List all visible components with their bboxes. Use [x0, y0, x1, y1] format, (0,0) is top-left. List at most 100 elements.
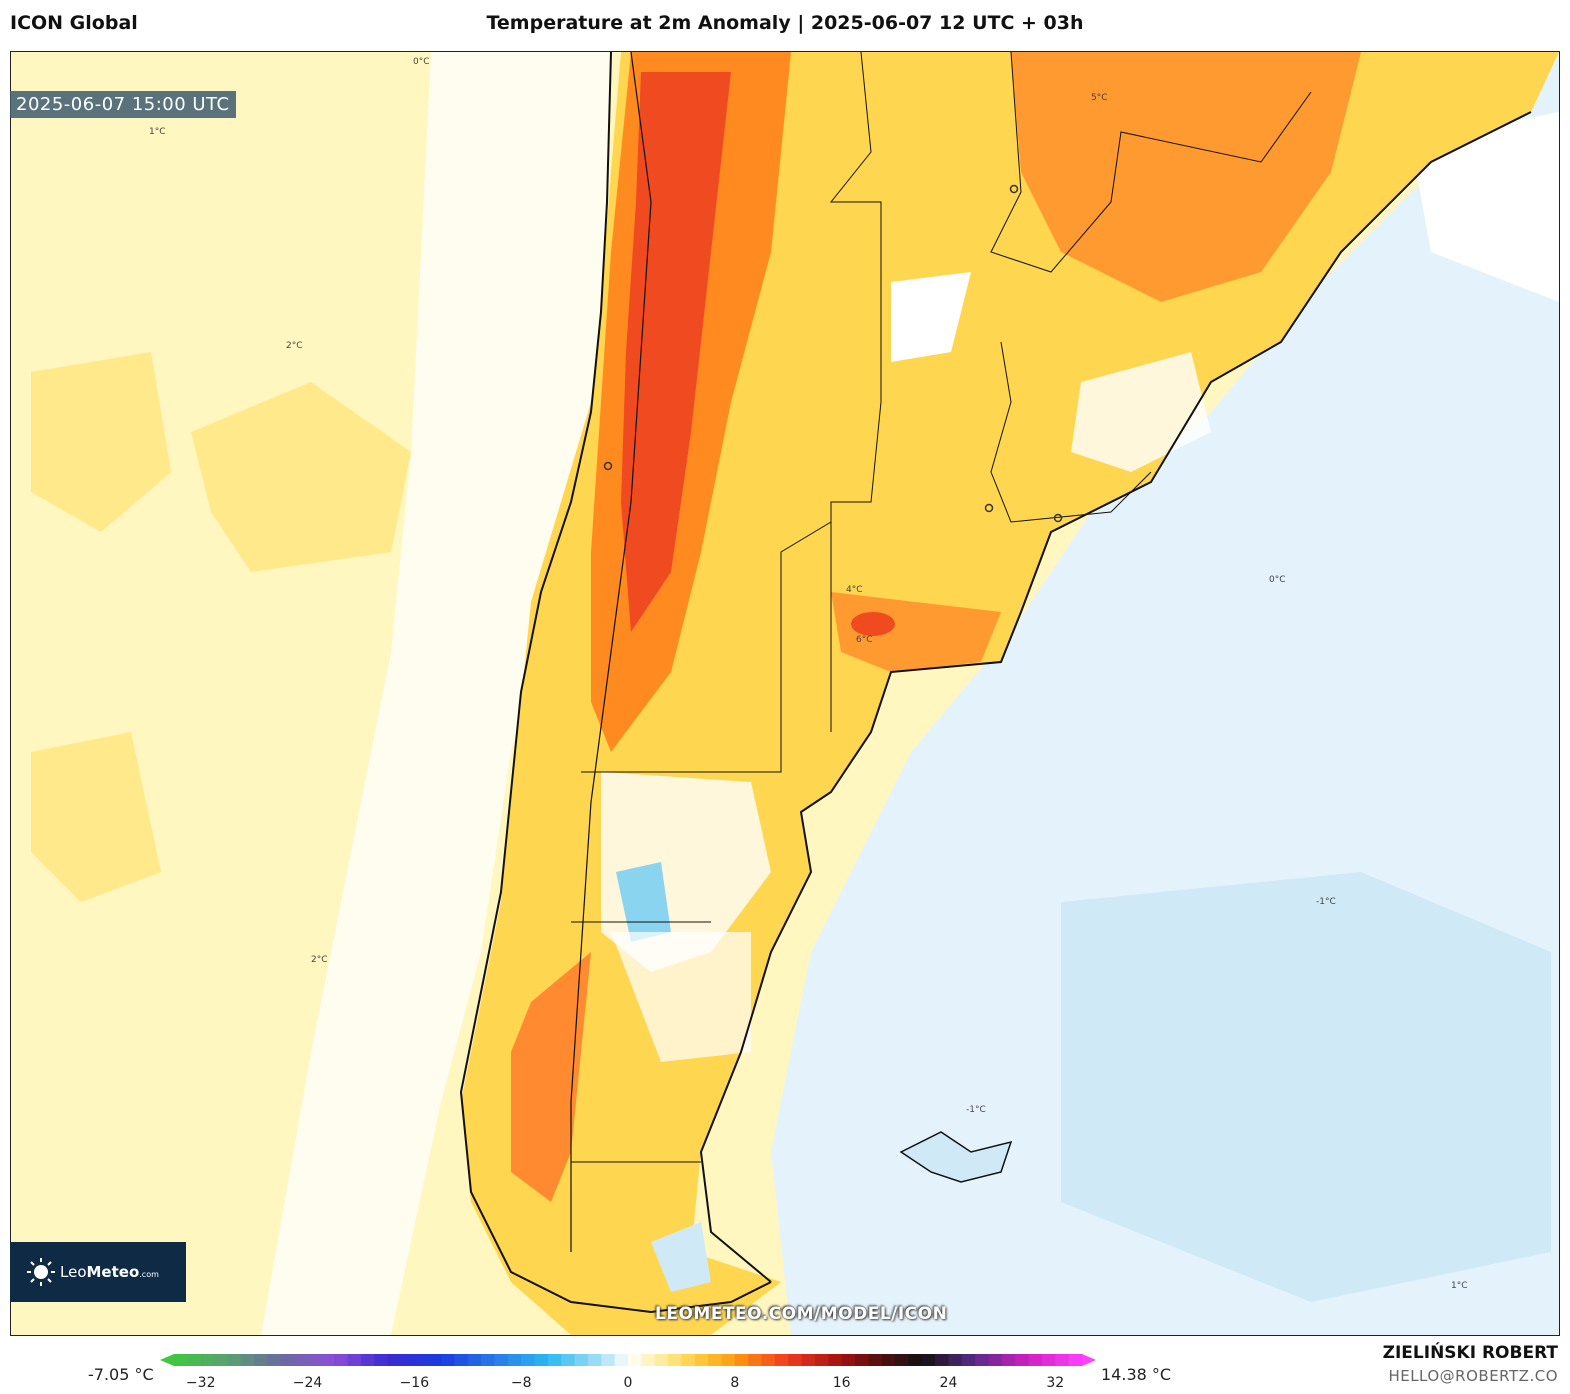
- contour-label: 4°C: [846, 585, 863, 595]
- contour-label: -1°C: [1316, 897, 1336, 907]
- colorbar-cell: [921, 1354, 936, 1366]
- colorbar-cell: [1068, 1354, 1083, 1366]
- colorbar-cell: [454, 1354, 469, 1366]
- andes-hot-core: [621, 72, 731, 632]
- colorbar-max-arrow: [1082, 1354, 1096, 1366]
- chaco-zero-pocket: [891, 272, 971, 362]
- colorbar-cell: [307, 1354, 322, 1366]
- leometeo-logo[interactable]: LeoMeteo.com: [10, 1242, 186, 1302]
- colorbar-cell: [587, 1354, 602, 1366]
- pacific-2c-patch-2: [191, 382, 411, 572]
- uruguay-border: [990, 341, 1152, 523]
- atlantic-cold-core: [1061, 872, 1551, 1302]
- colorbar-cell: [494, 1354, 509, 1366]
- colorbar-cell: [935, 1354, 949, 1366]
- colorbar-cell: [868, 1354, 883, 1366]
- map-title: Temperature at 2m Anomaly | 2025-06-07 1…: [486, 12, 1084, 34]
- colorbar-cell: [240, 1354, 255, 1366]
- colorbar-cell: [908, 1354, 923, 1366]
- colorbar-cell: [961, 1354, 976, 1366]
- colorbar-min-arrow: [160, 1354, 174, 1366]
- andes-border: [570, 52, 652, 1252]
- colorbar-cell: [748, 1354, 763, 1366]
- colorbar-min-label: -7.05 °C: [88, 1365, 154, 1384]
- colorbar-max-label: 14.38 °C: [1101, 1365, 1172, 1384]
- patagonia-cold-pocket-south: [611, 932, 751, 1062]
- colorbar-cell: [788, 1354, 803, 1366]
- atlantic-zero-patch: [1411, 112, 1559, 302]
- colorbar-cell: [628, 1354, 642, 1366]
- colorbar-cell: [841, 1354, 856, 1366]
- colorbar-cell: [227, 1354, 242, 1366]
- colorbar: [160, 1354, 1096, 1366]
- sun-icon: [27, 1258, 55, 1286]
- colorbar-cell: [654, 1354, 669, 1366]
- falkland-islands: [899, 1131, 1013, 1183]
- colorbar-cell: [200, 1354, 215, 1366]
- colorbar-cell: [1055, 1354, 1070, 1366]
- colorbar-cell: [855, 1354, 869, 1366]
- city-marker-asuncion: [1009, 184, 1019, 194]
- colorbar-cell: [294, 1354, 309, 1366]
- colorbar-cell: [1028, 1354, 1043, 1366]
- colorbar-cell: [1001, 1354, 1016, 1366]
- logo-text-suffix: .com: [139, 1270, 159, 1279]
- colorbar-cell: [467, 1354, 482, 1366]
- contour-label: 5°C: [1091, 93, 1108, 103]
- colorbar-cell: [547, 1354, 562, 1366]
- colorbar-tick-label: 16: [832, 1375, 851, 1391]
- contour-label: 1°C: [149, 127, 166, 137]
- model-name: ICON Global: [10, 12, 138, 34]
- colorbar-cell: [187, 1354, 202, 1366]
- contour-label: 6°C: [856, 635, 873, 645]
- colorbar-tick-label: 32: [1046, 1375, 1065, 1391]
- colorbar-cell: [507, 1354, 522, 1366]
- colorbar-cell: [387, 1354, 402, 1366]
- colorbar-cell: [374, 1354, 389, 1366]
- colorbar-tick-label: −16: [399, 1375, 430, 1391]
- logo-text-bold: Meteo: [86, 1263, 140, 1281]
- contour-label: 0°C: [413, 57, 430, 67]
- anomaly-map: 0°C 1°C 2°C 5°C 4°C 6°C 0°C -1°C -1°C 2°…: [10, 51, 1560, 1336]
- contour-label: 2°C: [311, 955, 328, 965]
- colorbar-cell: [280, 1354, 295, 1366]
- colorbar-cell: [561, 1354, 576, 1366]
- model-url-watermark: LEOMETEO.COM/MODEL/ICON: [655, 1304, 948, 1324]
- colorbar-cell: [414, 1354, 429, 1366]
- tierra-del-fuego-cold: [651, 1222, 711, 1292]
- colorbar-cell: [360, 1354, 375, 1366]
- colorbar-cell: [721, 1354, 736, 1366]
- colorbar-cell: [267, 1354, 282, 1366]
- pacific-zero-band: [261, 52, 611, 1335]
- colorbar-cell: [801, 1354, 816, 1366]
- colorbar-tick-label: −32: [185, 1375, 216, 1391]
- colorbar-tick-label: 24: [939, 1375, 958, 1391]
- colorbar-cell: [975, 1354, 990, 1366]
- author-email: HELLO@ROBERTZ.CO: [1388, 1367, 1558, 1385]
- colorbar-cell: [1041, 1354, 1056, 1366]
- colorbar-cell: [174, 1354, 188, 1366]
- colorbar-cell: [814, 1354, 829, 1366]
- colorbar-tick-label: −8: [510, 1375, 532, 1391]
- province-borders-north: [829, 52, 882, 552]
- brazil-borders: [990, 52, 1312, 273]
- pacific-2c-patch-1: [31, 352, 171, 532]
- colorbar-cell: [881, 1354, 896, 1366]
- colorbar-cell: [574, 1354, 589, 1366]
- colorbar-cell: [441, 1354, 455, 1366]
- colorbar-cell: [214, 1354, 228, 1366]
- colorbar-cell: [681, 1354, 696, 1366]
- colorbar-cell: [334, 1354, 349, 1366]
- contour-label: 1°C: [1451, 1281, 1468, 1291]
- contour-label: 0°C: [1269, 575, 1286, 585]
- colorbar-cell: [320, 1354, 335, 1366]
- contour-label: -1°C: [966, 1105, 986, 1115]
- colorbar-cell: [427, 1354, 442, 1366]
- colorbar-cell: [1015, 1354, 1030, 1366]
- city-marker-montevideo: [1053, 513, 1063, 523]
- brazil-warm-anomaly: [1011, 52, 1361, 302]
- colorbar-tick-label: 8: [730, 1375, 740, 1391]
- colorbar-cell: [774, 1354, 789, 1366]
- colorbar-cell: [988, 1354, 1003, 1366]
- valid-time-badge: 2025-06-07 15:00 UTC: [10, 91, 236, 118]
